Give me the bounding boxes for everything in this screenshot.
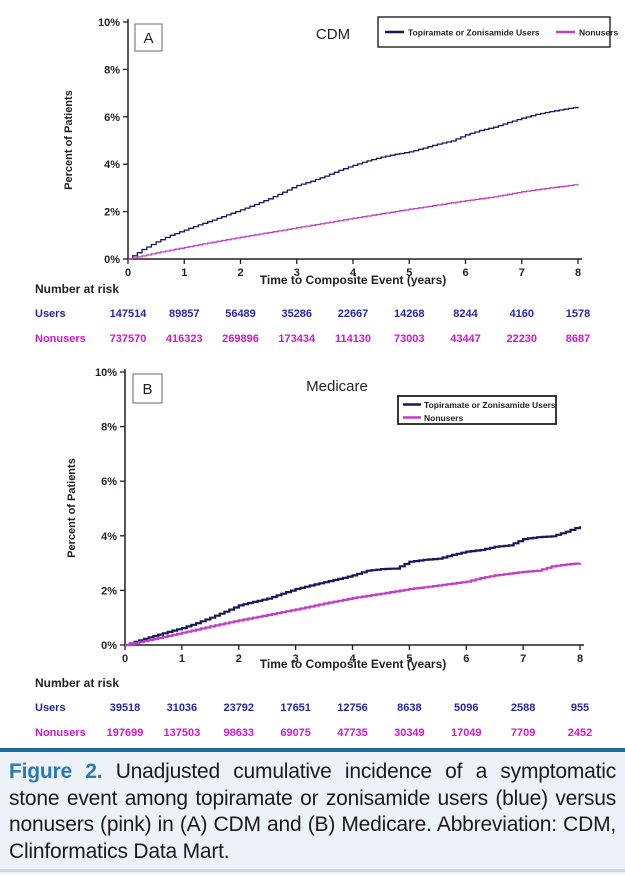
risk-value: 89857: [168, 308, 200, 320]
chart-title: CDM: [316, 26, 350, 43]
y-tick-label: 4%: [104, 159, 120, 171]
y-axis-title: Percent of Patients: [66, 458, 78, 558]
x-tick-label: 4: [350, 267, 357, 279]
x-tick-label: 1: [179, 653, 185, 665]
risk-value: 7709: [510, 727, 536, 739]
risk-value: 43447: [450, 333, 481, 345]
x-tick-label: 8: [577, 653, 583, 665]
risk-value: 737570: [109, 333, 147, 345]
x-axis-title: Time to Composite Event (years): [260, 657, 447, 671]
risk-row-label-nonusers: Nonusers: [35, 333, 86, 345]
risk-row-label-users: Users: [35, 308, 66, 320]
x-tick-label: 3: [294, 267, 300, 279]
risk-value: 39518: [109, 702, 141, 714]
x-tick-label: 5: [406, 267, 412, 279]
risk-value: 31036: [166, 702, 198, 714]
x-tick-label: 0: [125, 267, 131, 279]
panel-letter-box: [132, 373, 163, 404]
risk-row-label-nonusers: Nonusers: [35, 727, 86, 739]
risk-value: 1578: [565, 308, 591, 320]
legend-box: [397, 395, 557, 425]
chart-panel-a: 0% 2% 4% 6% 8% 10% 0 1 2 3 4 5 6 7 8 CDM A Percent of Pat…: [63, 16, 618, 287]
risk-value: 47735: [337, 727, 368, 739]
risk-value: 23792: [223, 702, 255, 714]
risk-value: 269896: [222, 333, 259, 345]
x-tick-label: 4: [349, 653, 356, 665]
x-tick-label: 6: [462, 267, 468, 279]
x-tick-label: 0: [122, 653, 128, 665]
x-tick-label: 6: [463, 653, 469, 665]
risk-value: 8687: [565, 333, 591, 345]
figure-caption-text: Unadjusted cumulative incidence of a sym…: [9, 760, 617, 863]
series-line-nonusers: [125, 562, 582, 647]
risk-value: 12756: [337, 702, 368, 714]
y-tick-label: 8%: [101, 422, 117, 434]
y-tick-label: 0%: [104, 254, 120, 266]
risk-value: 114130: [334, 333, 372, 345]
panel-letter: B: [142, 381, 152, 398]
risk-heading: Number at risk: [35, 676, 120, 690]
risk-value: 35286: [281, 308, 313, 320]
y-tick-label: 2%: [101, 585, 117, 597]
y-tick-label: 6%: [104, 112, 120, 124]
risk-value: 22667: [337, 308, 369, 320]
risk-value: 14268: [393, 308, 425, 320]
risk-value: 4160: [509, 308, 534, 320]
risk-value: 197699: [106, 727, 144, 739]
x-tick-label: 8: [575, 267, 581, 279]
y-tick-label: 8%: [104, 64, 120, 76]
risk-value: 416323: [165, 333, 203, 345]
x-tick-label: 2: [237, 267, 243, 279]
x-axis-title: Time to Composite Event (years): [260, 273, 447, 287]
x-tick-label: 7: [520, 653, 526, 665]
risk-value: 2588: [510, 702, 536, 714]
x-tick-label: 2: [236, 653, 242, 665]
legend-label: Nonusers: [424, 413, 463, 423]
risk-row-label-users: Users: [35, 702, 66, 714]
risk-value: 955: [570, 702, 590, 714]
chart-panel-b: 0% 2% 4% 6% 8% 10% 0 1 2 3 4 5 6 7 8 Medicare B Percent o…: [66, 367, 584, 671]
legend-label: Topiramate or Zonisamide Users: [424, 400, 556, 410]
x-tick-label: 1: [181, 267, 187, 279]
figure-caption: Figure 2. Unadjusted cumulative incidenc…: [0, 748, 625, 874]
legend-label: Topiramate or Zonisamide Users: [408, 28, 540, 38]
x-tick-label: 7: [519, 267, 525, 279]
risk-value: 147514: [109, 308, 147, 320]
risk-value: 56489: [225, 308, 256, 320]
risk-value: 5096: [454, 702, 479, 714]
y-axis-title: Percent of Patients: [63, 90, 75, 190]
y-tick-label: 6%: [101, 476, 117, 488]
risk-value: 69075: [280, 727, 311, 739]
y-tick-label: 2%: [104, 207, 120, 219]
y-tick-label: 10%: [98, 17, 120, 29]
series-line-users: [128, 106, 579, 260]
y-tick-label: 0%: [101, 640, 117, 652]
risk-value: 30349: [394, 727, 425, 739]
risk-value: 2452: [567, 727, 593, 739]
y-tick-label: 4%: [101, 531, 117, 543]
chart-title: Medicare: [306, 378, 368, 395]
risk-value: 137503: [163, 727, 201, 739]
risk-value: 98633: [223, 727, 255, 739]
y-tick-label: 10%: [95, 367, 117, 379]
bottom-divider: [0, 869, 625, 872]
panel-letter: A: [143, 30, 153, 47]
risk-value: 17651: [280, 702, 311, 714]
risk-value: 22230: [506, 333, 538, 345]
figure-label: Figure 2.: [9, 760, 103, 783]
risk-value: 173434: [278, 333, 316, 345]
series-line-users: [125, 526, 582, 647]
risk-value: 8638: [397, 702, 422, 714]
risk-value: 8244: [453, 308, 478, 320]
x-tick-label: 3: [293, 653, 299, 665]
risk-value: 17049: [450, 727, 482, 739]
x-tick-label: 5: [406, 653, 412, 665]
risk-value: 73003: [393, 333, 425, 345]
legend-label: Nonusers: [579, 28, 618, 38]
panel-letter-box: [134, 23, 163, 52]
series-line-nonusers: [128, 184, 579, 260]
